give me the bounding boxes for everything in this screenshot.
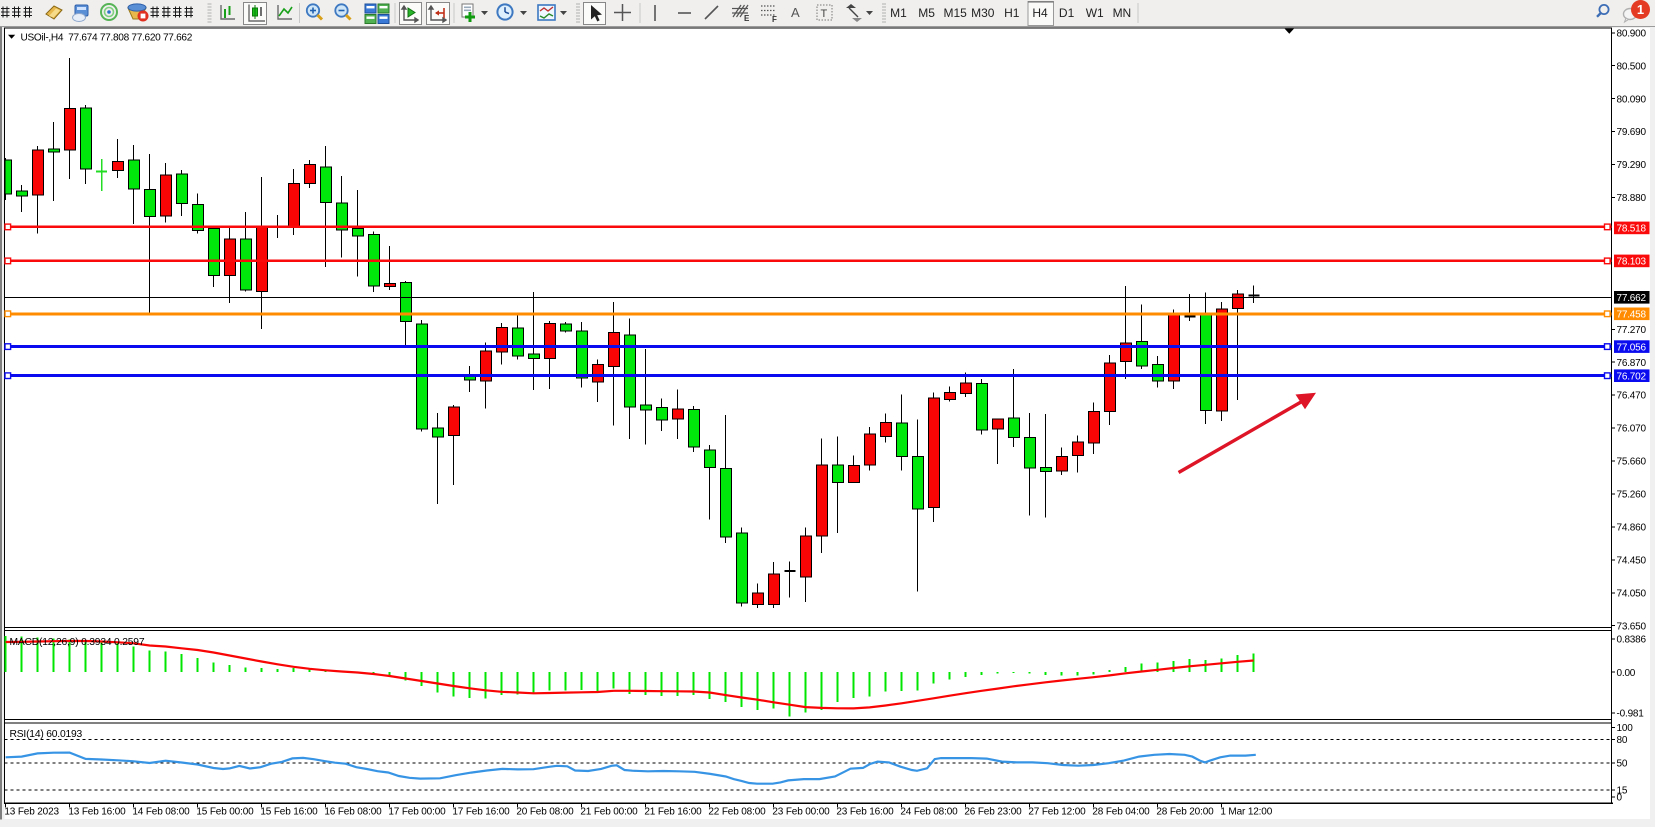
svg-text:80.090: 80.090 xyxy=(1617,94,1647,105)
svg-text:80.900: 80.900 xyxy=(1617,28,1647,39)
svg-text:27 Feb 12:00: 27 Feb 12:00 xyxy=(1028,807,1086,818)
svg-text:50: 50 xyxy=(1617,759,1628,770)
svg-text:76.470: 76.470 xyxy=(1617,391,1647,402)
svg-text:0.00: 0.00 xyxy=(1617,668,1636,679)
svg-text:79.290: 79.290 xyxy=(1617,160,1647,171)
svg-text:15 Feb 16:00: 15 Feb 16:00 xyxy=(260,807,318,818)
svg-text:E: E xyxy=(744,14,750,23)
svg-text:M30: M30 xyxy=(971,6,995,20)
svg-text:MACD(12,26,9) 0.3934 0.2597: MACD(12,26,9) 0.3934 0.2597 xyxy=(10,637,145,648)
svg-text:80.500: 80.500 xyxy=(1617,61,1647,72)
svg-text:78.518: 78.518 xyxy=(1617,224,1647,235)
svg-text:26 Feb 23:00: 26 Feb 23:00 xyxy=(964,807,1022,818)
svg-text:73.650: 73.650 xyxy=(1617,621,1647,632)
svg-text:77.270: 77.270 xyxy=(1617,325,1647,336)
svg-text:17 Feb 16:00: 17 Feb 16:00 xyxy=(452,807,510,818)
svg-text:78.103: 78.103 xyxy=(1617,257,1647,268)
svg-text:74.860: 74.860 xyxy=(1617,523,1647,534)
svg-text:USOil-,H4 77.674 77.808 77.62: USOil-,H4 77.674 77.808 77.620 77.662 xyxy=(21,32,193,43)
svg-text:13 Feb 16:00: 13 Feb 16:00 xyxy=(68,807,126,818)
svg-text:F: F xyxy=(772,15,777,24)
svg-text:1 Mar 12:00: 1 Mar 12:00 xyxy=(1220,807,1272,818)
svg-text:M1: M1 xyxy=(890,6,907,20)
svg-text:20 Feb 08:00: 20 Feb 08:00 xyxy=(516,807,574,818)
svg-text:80: 80 xyxy=(1617,735,1628,746)
svg-text:M5: M5 xyxy=(918,6,935,20)
svg-text:0.8386: 0.8386 xyxy=(1617,634,1647,645)
svg-text:75.660: 75.660 xyxy=(1617,457,1647,468)
svg-text:17 Feb 00:00: 17 Feb 00:00 xyxy=(388,807,446,818)
svg-text:76.070: 76.070 xyxy=(1617,424,1647,435)
svg-text:76.870: 76.870 xyxy=(1617,358,1647,369)
svg-text:77.662: 77.662 xyxy=(1617,293,1647,304)
svg-text:21 Feb 16:00: 21 Feb 16:00 xyxy=(644,807,702,818)
svg-text:1: 1 xyxy=(1637,2,1644,17)
svg-text:79.690: 79.690 xyxy=(1617,127,1647,138)
svg-text:M15: M15 xyxy=(944,6,968,20)
svg-text:15 Feb 00:00: 15 Feb 00:00 xyxy=(196,807,254,818)
svg-text:0: 0 xyxy=(1617,792,1623,803)
svg-text:-0.981: -0.981 xyxy=(1617,708,1645,719)
svg-text:74.450: 74.450 xyxy=(1617,555,1647,566)
svg-text:28 Feb 20:00: 28 Feb 20:00 xyxy=(1156,807,1214,818)
svg-text:16 Feb 08:00: 16 Feb 08:00 xyxy=(324,807,382,818)
svg-text:W1: W1 xyxy=(1086,6,1104,20)
svg-text:21 Feb 00:00: 21 Feb 00:00 xyxy=(580,807,638,818)
svg-text:74.050: 74.050 xyxy=(1617,588,1647,599)
svg-text:22 Feb 08:00: 22 Feb 08:00 xyxy=(708,807,766,818)
svg-text:A: A xyxy=(791,5,800,20)
svg-text:77.458: 77.458 xyxy=(1617,310,1647,321)
svg-text:28 Feb 04:00: 28 Feb 04:00 xyxy=(1092,807,1150,818)
svg-text:100: 100 xyxy=(1617,723,1634,734)
svg-text:13 Feb 2023: 13 Feb 2023 xyxy=(4,807,59,818)
svg-text:D1: D1 xyxy=(1059,6,1075,20)
svg-text:77.056: 77.056 xyxy=(1617,342,1647,353)
svg-text:78.880: 78.880 xyxy=(1617,193,1647,204)
svg-text:RSI(14) 60.0193: RSI(14) 60.0193 xyxy=(10,729,83,740)
svg-text:14 Feb 08:00: 14 Feb 08:00 xyxy=(132,807,190,818)
svg-text:24 Feb 08:00: 24 Feb 08:00 xyxy=(900,807,958,818)
svg-text:H1: H1 xyxy=(1004,6,1020,20)
svg-text:76.702: 76.702 xyxy=(1617,372,1647,383)
svg-text:T: T xyxy=(821,8,828,20)
svg-text:23 Feb 16:00: 23 Feb 16:00 xyxy=(836,807,894,818)
svg-text:75.260: 75.260 xyxy=(1617,490,1647,501)
svg-text:MN: MN xyxy=(1113,6,1132,20)
svg-text:15: 15 xyxy=(1617,786,1628,797)
svg-text:23 Feb 00:00: 23 Feb 00:00 xyxy=(772,807,830,818)
svg-text:H4: H4 xyxy=(1032,6,1048,20)
